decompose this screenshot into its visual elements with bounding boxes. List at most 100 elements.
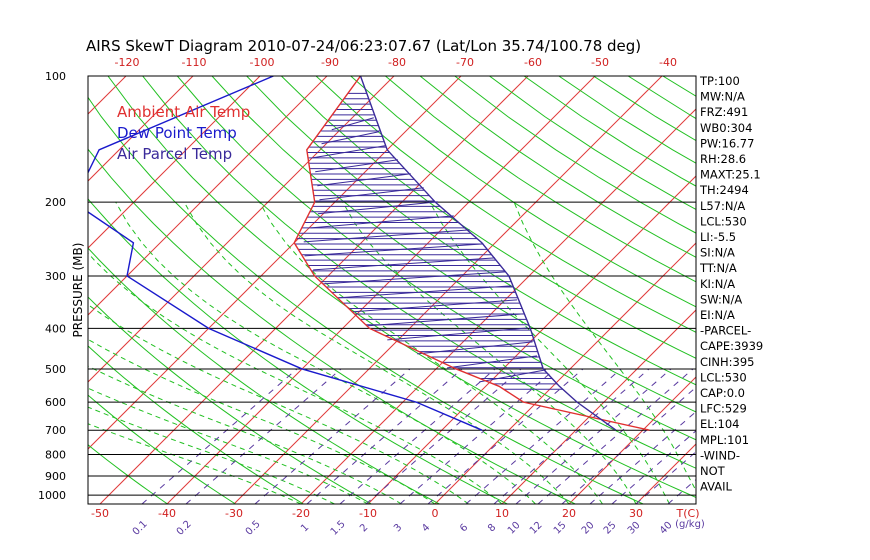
dry-adiabat-line: [350, 76, 696, 308]
mixing-ratio-line: [515, 368, 672, 504]
index-readout: KI:N/A: [700, 277, 735, 291]
index-readout: -WIND-: [700, 448, 740, 462]
mixing-ratio-unit-label: (g/kg): [675, 519, 705, 530]
bottom-temp-tick-label: 0: [432, 507, 439, 520]
top-temp-tick-label: -110: [182, 56, 207, 69]
mixing-ratio-line: [141, 368, 298, 504]
mixing-ratio-line: [537, 368, 694, 504]
index-readout: SW:N/A: [700, 292, 742, 306]
index-readout: LCL:530: [700, 370, 747, 384]
moist-adiabat-line: [183, 201, 570, 504]
index-readout: SI:N/A: [700, 246, 735, 260]
mixing-ratio-tick-label: 8: [486, 522, 498, 534]
cape-hatch-diagonal: [366, 313, 523, 327]
mixing-ratio-line: [427, 368, 584, 504]
dry-adiabat-line: [246, 76, 696, 386]
moist-adiabat-line: [88, 338, 436, 504]
mixing-ratio-tick-label: 3: [392, 522, 404, 534]
bottom-temp-tick-label: -30: [225, 507, 243, 520]
mixing-ratio-line: [254, 368, 411, 504]
index-readout: AVAIL: [700, 480, 733, 494]
mixing-ratio-tick-label: 15: [552, 520, 569, 537]
cape-hatch-diagonal: [479, 369, 546, 383]
index-readout: MAXT:25.1: [700, 168, 761, 182]
top-temp-tick-label: -100: [250, 56, 275, 69]
dry-adiabat-line: [88, 198, 508, 504]
dry-adiabat-line: [88, 345, 304, 504]
top-temp-tick-label: -50: [591, 56, 609, 69]
mixing-ratio-tick-label: 6: [458, 522, 470, 534]
pressure-tick-label: 600: [45, 396, 66, 409]
plot-frame: [87, 75, 697, 505]
isotherm-line: [501, 309, 696, 504]
moist-adiabat-line: [88, 252, 503, 504]
dry-adiabat-line: [88, 394, 236, 504]
pressure-tick-label: 800: [45, 449, 66, 462]
cape-hatch-diagonal: [313, 145, 386, 159]
mixing-ratio-tick-label: 0.2: [175, 519, 194, 538]
index-readout: TT:N/A: [699, 261, 737, 275]
moist-adiabat-line: [429, 201, 670, 504]
mixing-ratio-tick-label: 12: [528, 520, 545, 537]
mixing-ratio-tick-label: 10: [506, 520, 523, 537]
dry-adiabat-line: [315, 76, 696, 333]
dry-adiabat-line: [211, 76, 696, 413]
moist-adiabat-line: [115, 201, 536, 504]
dry-adiabat-line: [176, 76, 696, 441]
mixing-ratio-tick-label: 30: [626, 520, 643, 537]
cape-hatch-diagonal: [317, 173, 411, 187]
y-axis-label: PRESSURE (MB): [71, 243, 85, 338]
index-readout: MW:N/A: [700, 90, 745, 104]
moist-adiabat-line: [88, 365, 402, 504]
index-readout: RH:28.6: [700, 152, 746, 166]
dry-adiabat-line: [88, 148, 576, 504]
series-line-ambient-air-temp: [293, 76, 650, 431]
mixing-ratio-tick-label: 2: [358, 522, 370, 534]
cape-hatch-diagonal: [319, 187, 424, 201]
isotherm-line: [434, 242, 696, 504]
index-readout: -PARCEL-: [700, 324, 751, 338]
top-temp-tick-label: -40: [659, 56, 677, 69]
isotherm-line: [0, 76, 59, 504]
index-readout: NOT: [700, 464, 726, 478]
dry-adiabat-line: [142, 76, 696, 469]
mixing-ratio-tick-label: 4: [420, 522, 432, 534]
cape-hatch-diagonal: [321, 131, 379, 145]
moist-adiabat-line: [88, 406, 335, 504]
cape-hatch-diagonal: [351, 299, 518, 313]
dry-adiabat-line: [662, 76, 696, 97]
mixing-ratio-tick-label: 0.1: [131, 519, 150, 538]
mixing-ratio-line: [339, 368, 496, 504]
isotherm-line: [166, 76, 596, 504]
pressure-tick-label: 300: [45, 270, 66, 283]
mixing-ratio-line: [306, 368, 463, 504]
bottom-temp-tick-label: 30: [629, 507, 643, 520]
legend-entry: Air Parcel Temp: [117, 145, 232, 163]
pressure-tick-label: 700: [45, 424, 66, 437]
pressure-tick-label: 1000: [38, 489, 66, 502]
top-temp-tick-label: -120: [115, 56, 140, 69]
dry-adiabat-line: [88, 96, 644, 504]
isotherm-line: [88, 76, 462, 450]
bottom-axis-label: T(C): [676, 507, 700, 520]
cape-hatch-diagonal: [303, 229, 470, 243]
cape-hatch-diagonal: [417, 341, 533, 355]
cape-hatch-diagonal: [315, 159, 398, 173]
dry-adiabat-line: [107, 76, 696, 498]
series-line-dew-point-temp: [88, 76, 483, 431]
index-readout: LI:-5.5: [700, 230, 736, 244]
mixing-ratio-tick-label: 0.5: [244, 519, 263, 538]
moist-adiabat-line: [342, 201, 637, 504]
index-readout: LCL:530: [700, 214, 747, 228]
cape-hatch-diagonal: [310, 215, 454, 229]
dry-adiabat-line: [88, 444, 168, 504]
moist-adiabat-line: [88, 304, 469, 504]
cape-hatch-diagonal: [337, 285, 512, 299]
cape-hatch-diagonal: [304, 243, 484, 257]
cape-hatch-diagonal: [317, 201, 438, 215]
legend-entry: Dew Point Temp: [117, 124, 237, 142]
mixing-ratio-line: [465, 368, 622, 504]
bottom-temp-tick-label: 10: [495, 507, 509, 520]
isotherm-line: [99, 76, 529, 504]
mixing-ratio-tick-label: 1: [299, 522, 311, 534]
